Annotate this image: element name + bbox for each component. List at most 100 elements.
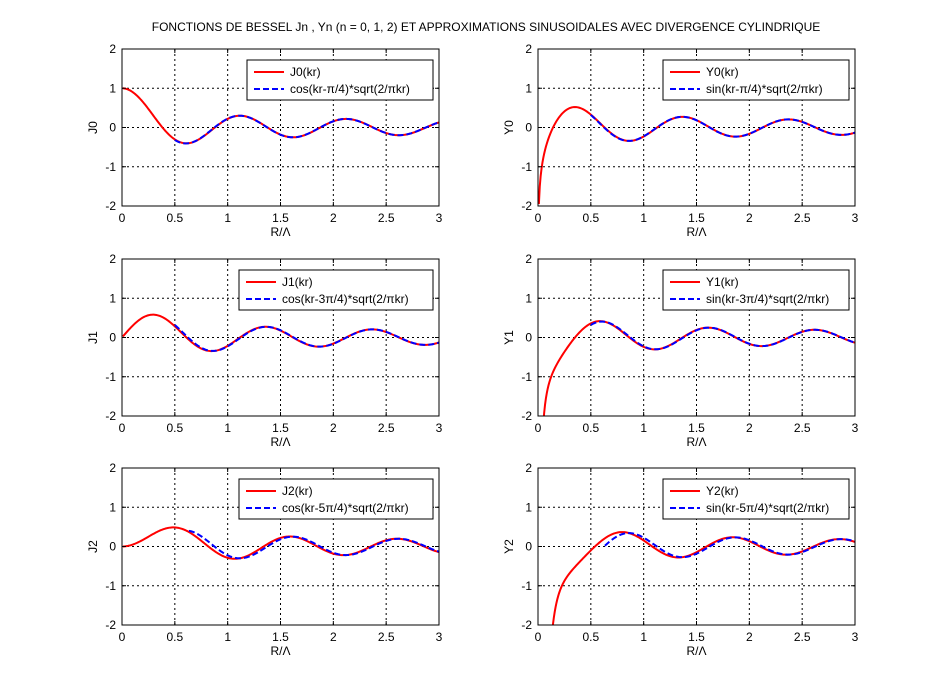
series-exact-line — [551, 531, 855, 625]
x-tick-label: 0 — [535, 630, 542, 644]
y-tick-label: -2 — [521, 618, 532, 632]
y-tick-label: 2 — [525, 461, 532, 475]
series-approx-line — [188, 529, 439, 560]
subplot-y1: 0 0.5 1 1.5 2 2.5 3 -2 -1 0 1 2 R/Λ Y1 Y1(kr) sin(kr-3π… — [502, 252, 859, 449]
x-tick-label: 2 — [746, 421, 753, 435]
legend-label-approx: sin(kr-5π/4)*sqrt(2/πkr) — [706, 501, 829, 515]
x-axis-label: R/Λ — [270, 225, 290, 239]
x-tick-label: 2.5 — [794, 421, 811, 435]
x-tick-label: 0.5 — [582, 421, 599, 435]
y-axis-label: Y1 — [502, 330, 516, 345]
legend-box — [238, 478, 434, 520]
y-axis-label: J0 — [86, 121, 100, 134]
y-tick-label: -1 — [105, 579, 116, 593]
x-tick-label: 0.5 — [582, 630, 599, 644]
y-tick-label: 0 — [109, 121, 116, 135]
x-tick-label: 0 — [119, 211, 126, 225]
x-tick-label: 0 — [535, 421, 542, 435]
y-tick-label: 2 — [525, 252, 532, 266]
y-tick-label: -2 — [105, 618, 116, 632]
legend-label-approx: sin(kr-π/4)*sqrt(2/πkr) — [706, 82, 823, 96]
legend-label-exact: Y0(kr) — [706, 65, 739, 79]
x-tick-label: 2 — [746, 630, 753, 644]
x-tick-label: 0 — [535, 211, 542, 225]
series-approx-line — [590, 114, 855, 142]
x-tick-label: 2 — [746, 211, 753, 225]
x-tick-label: 1 — [640, 211, 647, 225]
x-tick-label: 1 — [640, 421, 647, 435]
y-tick-label: -1 — [521, 579, 532, 593]
legend: J2(kr) cos(kr-5π/4)*sqrt(2/πkr) — [238, 478, 434, 520]
x-tick-label: 1.5 — [688, 630, 705, 644]
y-tick-label: 2 — [109, 461, 116, 475]
x-tick-label: 1 — [224, 421, 231, 435]
figure-title: FONCTIONS DE BESSEL Jn , Yn (n = 0, 1, 2… — [152, 20, 821, 34]
legend-label-approx: cos(kr-3π/4)*sqrt(2/πkr) — [282, 292, 409, 306]
x-tick-label: 0 — [119, 421, 126, 435]
y-tick-label: -2 — [105, 409, 116, 423]
legend-box — [662, 478, 850, 520]
legend-box — [662, 269, 850, 311]
legend-label-exact: Y2(kr) — [706, 484, 739, 498]
y-tick-label: -1 — [105, 160, 116, 174]
y-tick-label: -1 — [105, 370, 116, 384]
x-tick-label: 3 — [436, 211, 443, 225]
x-axis-label: R/Λ — [270, 435, 290, 449]
x-axis-label: R/Λ — [686, 644, 706, 658]
legend-label-exact: J1(kr) — [282, 275, 313, 289]
y-tick-label: 2 — [525, 42, 532, 56]
x-tick-label: 1 — [224, 211, 231, 225]
legend: J0(kr) cos(kr-π/4)*sqrt(2/πkr) — [246, 59, 434, 101]
series-approx-line — [174, 324, 439, 352]
x-tick-label: 3 — [852, 211, 859, 225]
y-tick-label: 0 — [525, 121, 532, 135]
x-tick-label: 1 — [640, 630, 647, 644]
y-tick-label: -2 — [105, 199, 116, 213]
x-tick-label: 0.5 — [166, 421, 183, 435]
legend: Y0(kr) sin(kr-π/4)*sqrt(2/πkr) — [662, 59, 850, 101]
y-tick-label: 1 — [525, 500, 532, 514]
y-tick-label: -2 — [521, 199, 532, 213]
legend-box — [246, 59, 434, 101]
x-axis-label: R/Λ — [270, 644, 290, 658]
legend-label-exact: J2(kr) — [282, 484, 313, 498]
legend: Y1(kr) sin(kr-3π/4)*sqrt(2/πkr) — [662, 269, 850, 311]
series-approx-line — [604, 532, 855, 559]
subplot-j1: 0 0.5 1 1.5 2 2.5 3 -2 -1 0 1 2 R/Λ J1 J1(kr) cos(kr-3π… — [86, 252, 443, 449]
x-tick-label: 2.5 — [794, 630, 811, 644]
legend: J1(kr) cos(kr-3π/4)*sqrt(2/πkr) — [238, 269, 434, 311]
x-tick-label: 1.5 — [272, 211, 289, 225]
legend: Y2(kr) sin(kr-5π/4)*sqrt(2/πkr) — [662, 478, 850, 520]
x-tick-label: 2.5 — [378, 421, 395, 435]
legend-label-approx: cos(kr-π/4)*sqrt(2/πkr) — [290, 82, 410, 96]
x-tick-label: 3 — [436, 630, 443, 644]
x-tick-label: 2 — [330, 630, 337, 644]
subplot-y2: 0 0.5 1 1.5 2 2.5 3 -2 -1 0 1 2 R/Λ Y2 Y2(kr) sin(kr-5π… — [502, 461, 859, 658]
y-tick-label: 2 — [109, 42, 116, 56]
x-tick-label: 2.5 — [378, 211, 395, 225]
x-tick-label: 2 — [330, 211, 337, 225]
x-tick-label: 2.5 — [794, 211, 811, 225]
x-tick-label: 2 — [330, 421, 337, 435]
y-axis-label: Y0 — [502, 120, 516, 135]
x-tick-label: 1.5 — [272, 630, 289, 644]
y-axis-label: J1 — [86, 331, 100, 344]
y-tick-label: 0 — [109, 331, 116, 345]
x-tick-label: 1.5 — [272, 421, 289, 435]
x-tick-label: 0.5 — [166, 630, 183, 644]
subplot-y0: 0 0.5 1 1.5 2 2.5 3 -2 -1 0 1 2 R/Λ Y0 Y0(kr) sin(kr-π/… — [502, 42, 859, 239]
legend-label-approx: sin(kr-3π/4)*sqrt(2/πkr) — [706, 292, 829, 306]
legend-label-exact: Y1(kr) — [706, 275, 739, 289]
y-tick-label: -1 — [521, 370, 532, 384]
x-axis-label: R/Λ — [686, 225, 706, 239]
subplot-j2: 0 0.5 1 1.5 2 2.5 3 -2 -1 0 1 2 R/Λ J2 J2(kr) cos(kr-5π… — [86, 461, 443, 658]
legend-label-approx: cos(kr-5π/4)*sqrt(2/πkr) — [282, 501, 409, 515]
y-tick-label: 0 — [109, 540, 116, 554]
x-tick-label: 3 — [436, 421, 443, 435]
y-tick-label: 1 — [109, 81, 116, 95]
y-tick-label: 1 — [525, 291, 532, 305]
y-tick-label: -2 — [521, 409, 532, 423]
series-approx-line — [590, 320, 855, 351]
x-tick-label: 1.5 — [688, 421, 705, 435]
y-tick-label: 1 — [109, 291, 116, 305]
